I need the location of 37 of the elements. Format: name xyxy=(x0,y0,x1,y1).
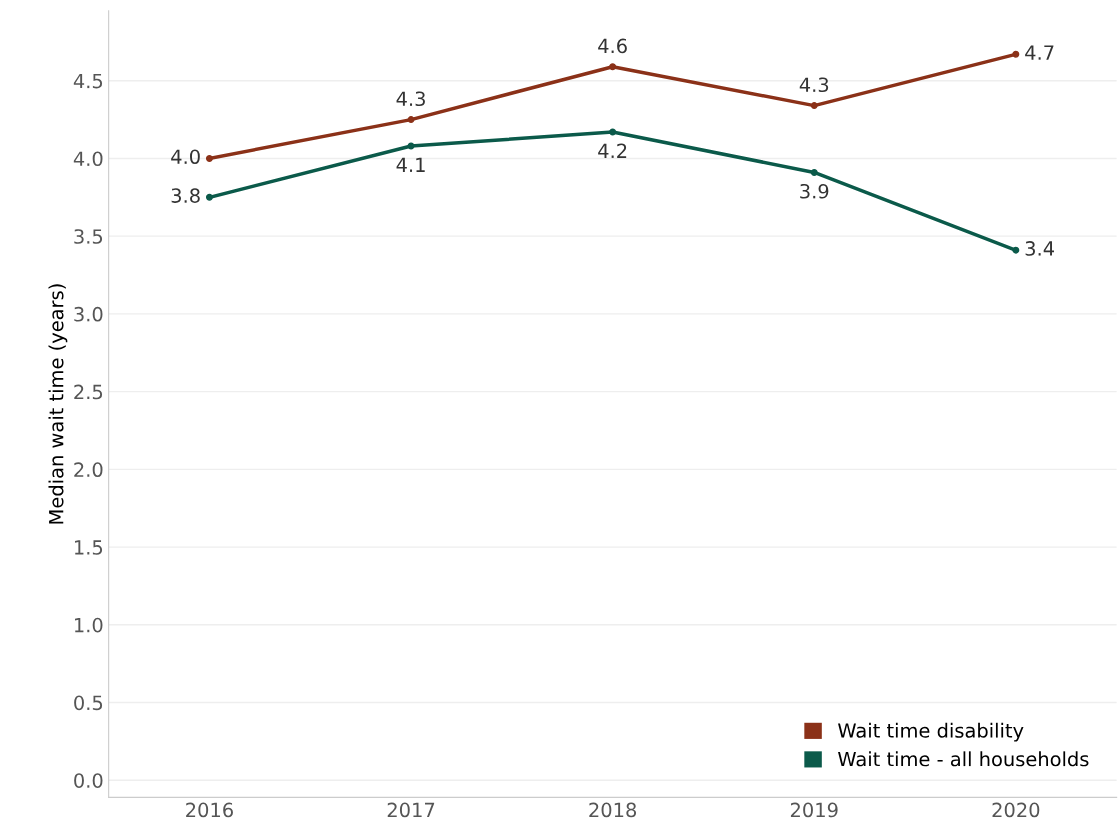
x-tick-label: 2018 xyxy=(589,802,637,818)
x-tick-label: 2017 xyxy=(387,802,435,818)
x-tick-label: 2016 xyxy=(186,802,233,818)
x-tick-label: 2020 xyxy=(992,802,1040,818)
x-tick-label: 2019 xyxy=(790,802,838,818)
data-label: 4.6 xyxy=(598,38,627,54)
data-label: 4.0 xyxy=(171,149,200,165)
data-label: 4.2 xyxy=(598,143,627,158)
point xyxy=(810,168,818,176)
y-tick-label: 2.0 xyxy=(74,462,103,478)
y-tick-label: 4.5 xyxy=(73,73,103,89)
point xyxy=(1012,246,1020,254)
point xyxy=(205,193,213,201)
data-label: 3.9 xyxy=(800,183,829,199)
point xyxy=(407,116,415,124)
y-tick-label: 1.0 xyxy=(74,617,103,633)
point xyxy=(205,154,213,162)
data-label: 4.1 xyxy=(396,157,425,172)
y-tick-label: 2.5 xyxy=(74,384,103,400)
data-label: 4.3 xyxy=(396,91,425,107)
data-label: 3.8 xyxy=(171,188,200,203)
data-label: 4.3 xyxy=(799,77,829,93)
y-tick-label: 3.0 xyxy=(74,306,103,322)
y-tick-label: 3.5 xyxy=(74,229,103,244)
point xyxy=(1012,50,1020,58)
point xyxy=(609,128,617,136)
y-tick-label: 0.0 xyxy=(74,773,103,788)
data-label: 3.4 xyxy=(1025,241,1055,256)
legend-label: Wait time - all households xyxy=(838,751,1089,767)
point xyxy=(609,63,617,71)
legend-label: Wait time disability xyxy=(838,722,1024,742)
data-label: 4.7 xyxy=(1025,45,1054,60)
y-tick-label: 4.0 xyxy=(73,151,103,167)
y-tick-label: 0.5 xyxy=(74,695,103,711)
y-axis-title: Median wait time (years) xyxy=(48,284,68,524)
point xyxy=(810,102,818,110)
y-tick-label: 1.5 xyxy=(74,540,103,555)
